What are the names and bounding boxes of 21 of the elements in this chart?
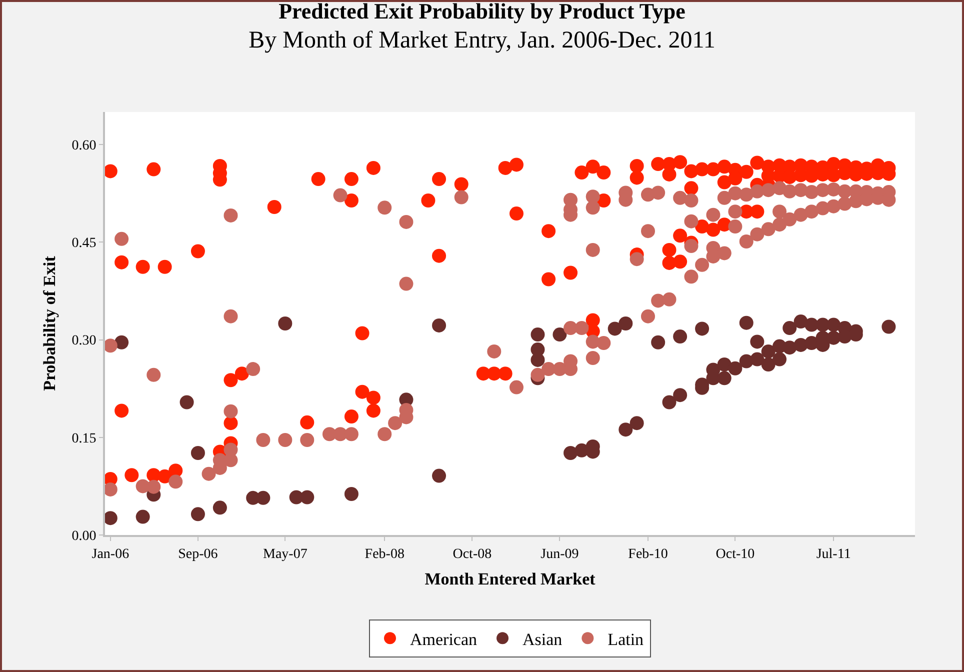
- chart-title: Predicted Exit Probability by Product Type: [278, 0, 686, 24]
- x-tick-label: Jul-11: [816, 546, 851, 562]
- legend-label: Asian: [522, 630, 563, 649]
- x-tick-label: Oct-10: [716, 546, 755, 562]
- x-tick-label: Feb-10: [628, 546, 668, 562]
- x-axis-title: Month Entered Market: [424, 570, 596, 589]
- y-axis-title: Probability of Exit: [40, 256, 59, 391]
- y-tick-label: 0.30: [72, 334, 96, 349]
- legend-label: American: [410, 630, 478, 649]
- x-tick-label: Oct-08: [452, 546, 492, 562]
- x-tick-label: Feb-08: [364, 546, 404, 562]
- y-tick-label: 0.60: [72, 138, 96, 154]
- y-tick-label: 0.00: [72, 528, 96, 544]
- legend-label: Latin: [608, 630, 644, 649]
- x-tick-label: Sep-06: [178, 546, 218, 562]
- x-tick-label: May-07: [262, 546, 308, 562]
- y-tick-label: 0.45: [72, 236, 96, 252]
- y-tick-label: 0.15: [72, 431, 96, 446]
- x-tick-label: Jun-09: [540, 546, 579, 562]
- chart-subtitle: By Month of Market Entry, Jan. 2006-Dec. 2011: [248, 27, 716, 54]
- x-tick-label: Jan-06: [92, 546, 130, 562]
